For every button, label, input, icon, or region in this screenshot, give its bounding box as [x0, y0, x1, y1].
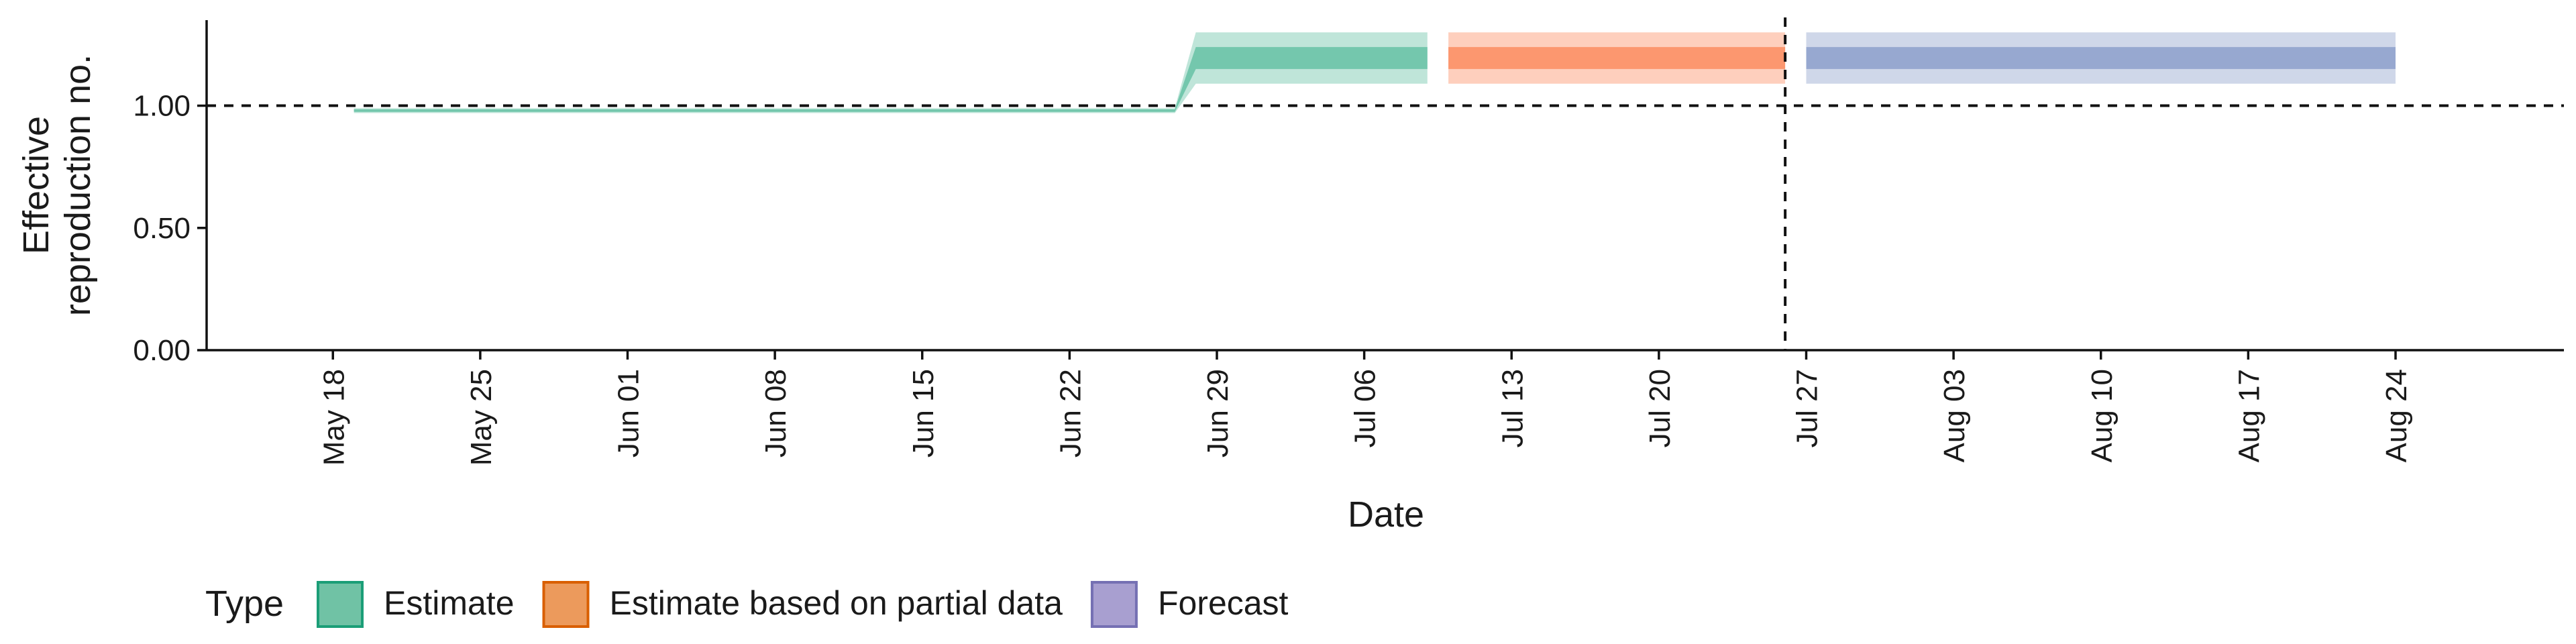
x-tick-label: May 25	[465, 369, 498, 466]
y-axis-ticks: 0.00 0.50 1.00	[133, 90, 207, 367]
y-tick-label: 0.50	[133, 212, 191, 245]
legend-title: Type	[205, 584, 284, 624]
x-tick-label: Jun 15	[907, 369, 940, 458]
legend-label-estimate-based-on-partial-data: Estimate based on partial data	[610, 584, 1063, 622]
x-tick-label: May 18	[317, 369, 350, 466]
x-tick-label: Jun 01	[612, 369, 645, 458]
band-inner-forecast	[1806, 47, 2396, 69]
legend: Type Estimate Estimate based on partial da…	[205, 581, 1289, 628]
x-tick-label: Jul 20	[1644, 369, 1676, 447]
legend-label-forecast: Forecast	[1158, 584, 1289, 622]
y-axis-title-line: Effective	[16, 116, 56, 254]
y-tick-label: 1.00	[133, 90, 191, 123]
x-tick-label: Jul 27	[1791, 369, 1824, 447]
x-tick-label: Aug 17	[2233, 369, 2265, 462]
band-inner-estimate	[354, 47, 1428, 112]
legend-swatch-forecast	[1090, 581, 1138, 628]
axes	[205, 20, 2564, 352]
y-axis-title: Effectivereproduction no.	[16, 54, 98, 316]
x-tick-label: Jun 22	[1054, 369, 1087, 458]
legend-label-estimate: Estimate	[384, 584, 515, 622]
x-axis-title: Date	[1348, 494, 1424, 535]
x-tick-label: Aug 24	[2380, 369, 2413, 462]
x-tick-label: Jul 13	[1496, 369, 1529, 447]
band-inner-estimate-based-on-partial-data	[1448, 47, 1786, 69]
x-tick-label: Jun 29	[1201, 369, 1234, 458]
uncertainty-bands	[354, 32, 2396, 113]
band-outer-estimate	[354, 32, 1428, 113]
legend-swatch-estimate	[317, 581, 364, 628]
x-tick-label: Aug 10	[2086, 369, 2118, 462]
x-tick-label: Jul 06	[1349, 369, 1382, 447]
x-axis-ticks: May 18 May 25 Jun 01 Jun 08 Jun 15 Jun 22 Jun …	[317, 350, 2413, 466]
reference-lines	[207, 17, 2564, 350]
x-tick-label: Jun 08	[759, 369, 792, 458]
legend-swatch-estimate-based-on-partial-data	[542, 581, 590, 628]
y-axis-title-line: reproduction no.	[58, 54, 98, 316]
x-tick-label: Aug 03	[1938, 369, 1971, 462]
y-tick-label: 0.00	[133, 334, 191, 367]
